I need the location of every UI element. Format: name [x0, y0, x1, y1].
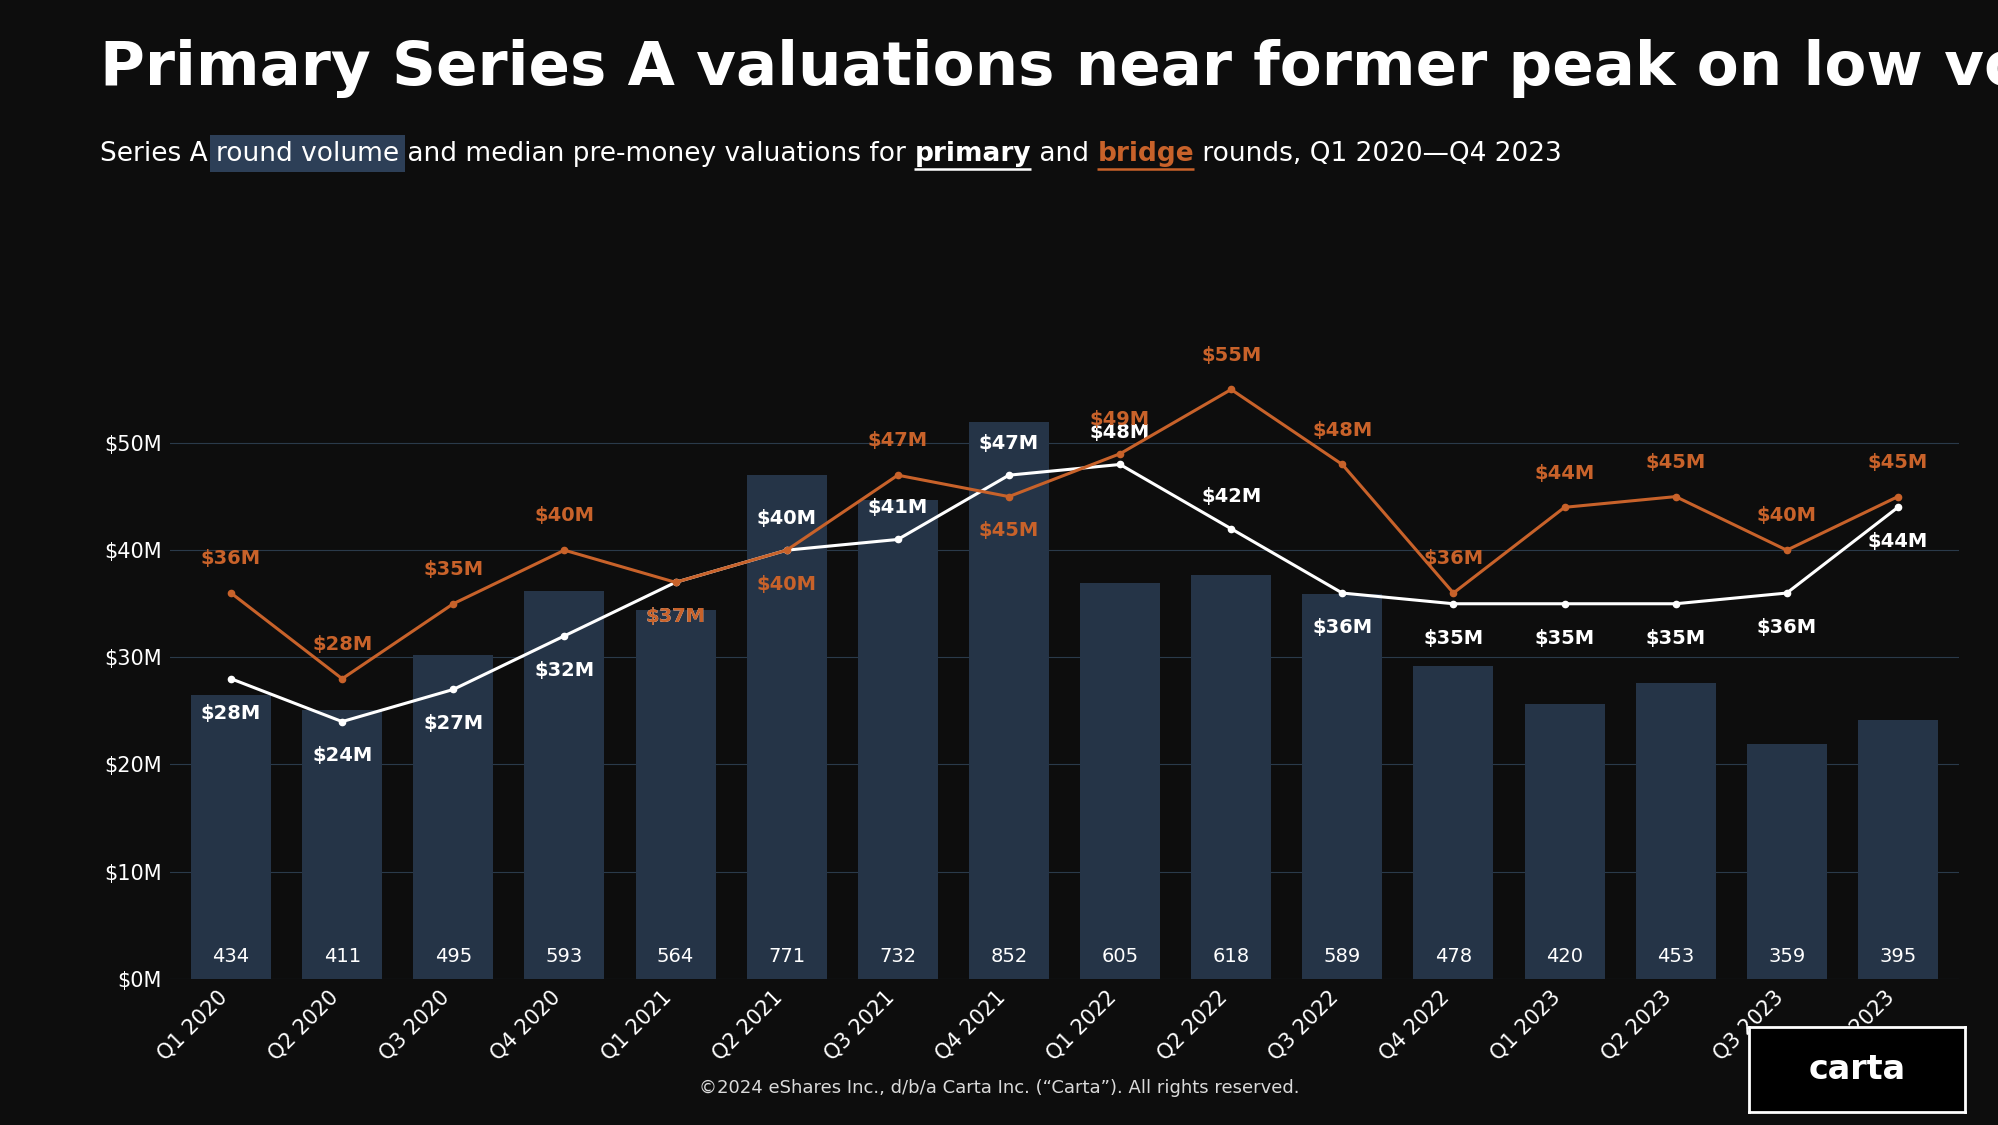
- Text: $48M: $48M: [1089, 423, 1149, 442]
- Text: Series A: Series A: [100, 141, 216, 166]
- Bar: [747, 475, 827, 979]
- Text: $28M: $28M: [202, 703, 262, 722]
- Text: $35M: $35M: [1534, 629, 1594, 648]
- Bar: [857, 501, 937, 979]
- Text: 411: 411: [324, 947, 360, 966]
- Text: $36M: $36M: [1311, 618, 1373, 637]
- Text: $28M: $28M: [312, 634, 372, 654]
- Bar: [1634, 683, 1714, 979]
- Bar: [302, 710, 382, 979]
- Text: $37M: $37M: [645, 608, 705, 627]
- Text: $36M: $36M: [202, 549, 262, 568]
- Text: rounds, Q1 2020—Q4 2023: rounds, Q1 2020—Q4 2023: [1193, 141, 1560, 166]
- Text: $44M: $44M: [1534, 464, 1594, 483]
- Text: $49M: $49M: [1089, 410, 1149, 429]
- Text: carta: carta: [1808, 1053, 1904, 1086]
- Bar: [969, 422, 1049, 979]
- Text: $32M: $32M: [533, 660, 593, 680]
- Bar: [1079, 583, 1159, 979]
- Text: round volume: round volume: [216, 141, 400, 166]
- Text: $40M: $40M: [757, 508, 817, 528]
- Text: 478: 478: [1435, 947, 1471, 966]
- Text: 605: 605: [1101, 947, 1139, 966]
- Text: and: and: [1031, 141, 1097, 166]
- Bar: [635, 610, 715, 979]
- Text: bridge: bridge: [1097, 141, 1193, 166]
- Text: 732: 732: [879, 947, 915, 966]
- Bar: [1524, 704, 1604, 979]
- Text: 564: 564: [657, 947, 693, 966]
- Text: $36M: $36M: [1423, 549, 1483, 568]
- Text: primary: primary: [913, 141, 1031, 166]
- Text: $35M: $35M: [424, 560, 484, 579]
- Text: ©2024 eShares Inc., d/b/a Carta Inc. (“Carta”). All rights reserved.: ©2024 eShares Inc., d/b/a Carta Inc. (“C…: [699, 1079, 1299, 1097]
- Text: 589: 589: [1323, 947, 1361, 966]
- Bar: [1413, 666, 1493, 979]
- Text: 453: 453: [1656, 947, 1694, 966]
- Text: $44M: $44M: [1866, 532, 1926, 551]
- Text: 618: 618: [1213, 947, 1249, 966]
- Text: $47M: $47M: [867, 431, 927, 450]
- Text: $42M: $42M: [1201, 487, 1261, 506]
- Text: Primary Series A valuations near former peak on low volume: Primary Series A valuations near former …: [100, 39, 1998, 98]
- Text: $40M: $40M: [757, 575, 817, 594]
- Bar: [1301, 594, 1381, 979]
- Text: $55M: $55M: [1201, 345, 1261, 364]
- Bar: [414, 655, 494, 979]
- Text: $40M: $40M: [533, 506, 593, 525]
- Text: $27M: $27M: [424, 714, 484, 734]
- Text: 395: 395: [1878, 947, 1916, 966]
- Text: $35M: $35M: [1644, 629, 1704, 648]
- Text: and median pre-money valuations for: and median pre-money valuations for: [400, 141, 913, 166]
- Text: $40M: $40M: [1756, 506, 1816, 525]
- Text: 420: 420: [1544, 947, 1582, 966]
- Bar: [1191, 575, 1271, 979]
- Bar: [523, 591, 603, 979]
- Bar: [192, 695, 272, 979]
- Text: 495: 495: [434, 947, 472, 966]
- Text: $37M: $37M: [645, 608, 705, 627]
- Text: $41M: $41M: [867, 498, 927, 516]
- Text: 359: 359: [1768, 947, 1804, 966]
- Text: $45M: $45M: [1644, 453, 1704, 471]
- Text: 771: 771: [767, 947, 805, 966]
- Text: $47M: $47M: [979, 433, 1039, 452]
- Text: $35M: $35M: [1423, 629, 1483, 648]
- Text: 434: 434: [212, 947, 250, 966]
- Bar: [1856, 720, 1936, 979]
- Text: $45M: $45M: [979, 521, 1039, 540]
- Text: $45M: $45M: [1866, 453, 1926, 471]
- Text: $24M: $24M: [312, 746, 372, 765]
- Text: $36M: $36M: [1756, 618, 1816, 637]
- Text: $48M: $48M: [1311, 421, 1373, 440]
- Text: 593: 593: [545, 947, 583, 966]
- Text: 852: 852: [989, 947, 1027, 966]
- Bar: [1746, 744, 1826, 979]
